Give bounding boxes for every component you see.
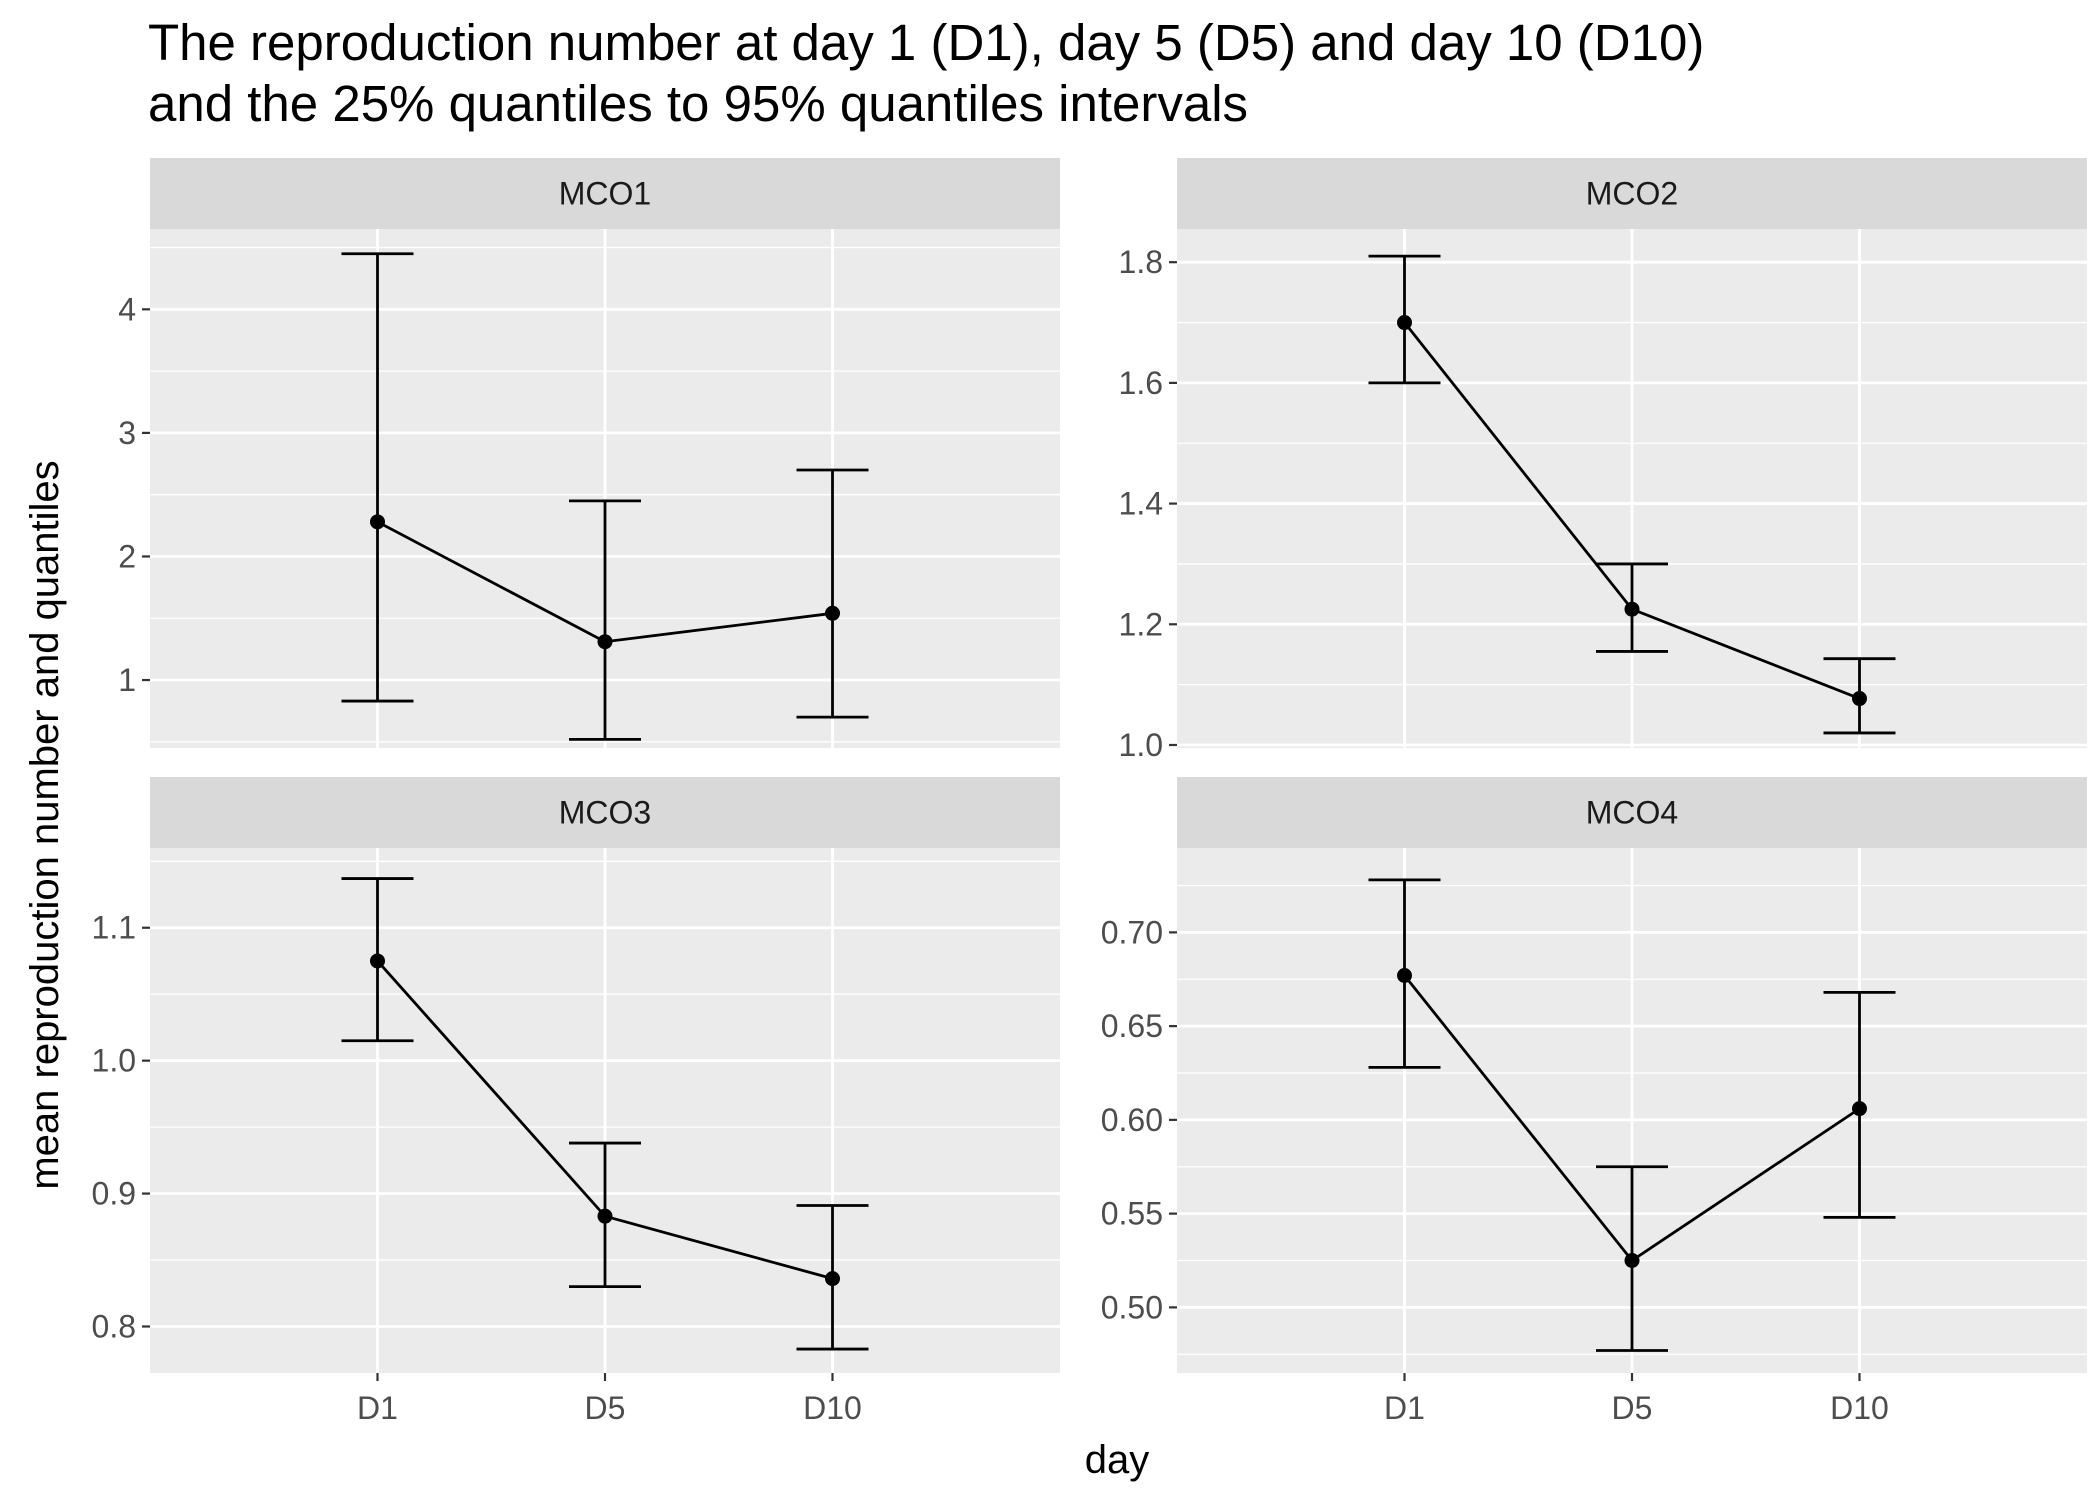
facet-strip-label: MCO2	[1586, 176, 1678, 212]
facet-strip	[150, 158, 1060, 229]
x-tick-label: D1	[1384, 1390, 1425, 1426]
mean-point	[597, 1208, 613, 1224]
mean-point	[1397, 968, 1412, 983]
y-tick-label: 1	[118, 662, 136, 698]
y-tick-label: 0.70	[1101, 914, 1163, 950]
x-tick-label: D10	[803, 1390, 862, 1426]
mean-point	[1852, 691, 1867, 707]
y-tick-label: 1.2	[1119, 606, 1163, 642]
mean-point	[1397, 315, 1412, 331]
y-tick-label: 0.60	[1101, 1102, 1163, 1138]
y-tick-label: 1.4	[1119, 486, 1163, 522]
y-axis-title: mean reproduction number and quantiles	[23, 460, 67, 1189]
y-tick-label: 1.0	[92, 1043, 136, 1079]
x-tick-label: D5	[585, 1390, 626, 1426]
facet-strip	[150, 777, 1060, 848]
error-bar	[341, 252, 414, 703]
mean-point	[825, 1271, 840, 1287]
facet-panels: MCO1 1 2 3 4 MCO2 1.0 1.2 1.4 1.6 1.8 MCO3 0.8 0.9 1.0…	[92, 158, 2087, 1426]
error-bar	[569, 499, 641, 741]
facet-strip-label: MCO4	[1586, 795, 1678, 831]
y-tick-label: 0.9	[92, 1176, 136, 1212]
y-tick-label: 0.50	[1101, 1289, 1163, 1325]
y-tick-label: 3	[118, 415, 136, 451]
y-tick-label: 0.8	[92, 1308, 136, 1344]
error-bar	[796, 468, 869, 719]
facet-strip-label: MCO3	[559, 795, 651, 831]
chart-title-line-2: and the 25% quantiles to 95% quantiles i…	[148, 75, 1248, 132]
facet-strip-label: MCO1	[559, 176, 651, 212]
y-tick-label: 1.1	[92, 910, 136, 946]
x-tick-label: D10	[1830, 1390, 1889, 1426]
y-tick-label: 1.0	[1119, 727, 1163, 763]
facet-strip	[1177, 777, 2087, 848]
mean-point	[825, 605, 840, 621]
y-tick-label: 2	[118, 538, 136, 574]
facet-mco3: MCO3 0.8 0.9 1.0 1.1 D1 D5 D10	[92, 777, 1060, 1426]
y-tick-label: 4	[118, 291, 136, 327]
chart-title-line-1: The reproduction number at day 1 (D1), d…	[148, 14, 1704, 71]
y-tick-label: 0.65	[1101, 1008, 1163, 1044]
y-tick-label: 1.6	[1119, 365, 1163, 401]
mean-point	[597, 634, 613, 650]
facet-mco4: MCO4 0.50 0.55 0.60 0.65 0.70 D1 D5 D10	[1101, 777, 2087, 1426]
x-axis-title: day	[1085, 1438, 1150, 1482]
mean-point	[1624, 1253, 1640, 1268]
mean-point	[1852, 1101, 1867, 1117]
y-tick-label: 1.8	[1119, 244, 1163, 280]
mean-point	[1624, 601, 1640, 617]
facet-mco1: MCO1 1 2 3 4	[118, 158, 1060, 748]
facet-mco2: MCO2 1.0 1.2 1.4 1.6 1.8	[1119, 158, 2087, 763]
mean-point	[370, 953, 385, 969]
y-tick-label: 0.55	[1101, 1196, 1163, 1232]
x-tick-label: D1	[357, 1390, 398, 1426]
mean-point	[370, 514, 385, 530]
x-tick-label: D5	[1612, 1390, 1653, 1426]
facet-strip	[1177, 158, 2087, 229]
